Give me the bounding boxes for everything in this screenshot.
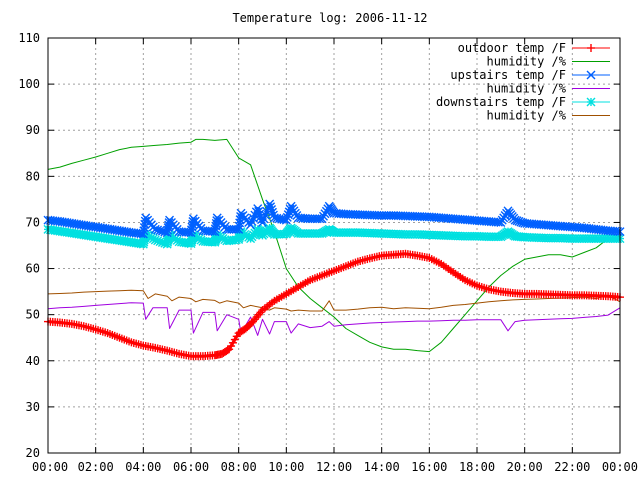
y-tick-label: 50 [26,308,40,322]
legend-item: humidity /% [487,55,610,69]
data-point [164,218,174,228]
plot-frame [47,37,621,454]
x-tick-label: 10:00 [268,460,304,474]
legend-label: outdoor temp /F [458,41,566,55]
series-lines [43,138,625,361]
data-point [283,210,293,220]
y-tick-label: 40 [26,354,40,368]
y-tick-label: 80 [26,169,40,183]
axis-ticks: 20 30 40 50 60 70 80 90 100 110 00:00 02:00 04:00 06:… [18,31,638,474]
y-tick-label: 110 [18,31,40,45]
data-point [319,211,329,221]
series-4 [47,302,621,336]
legend-item: downstairs temp /F [436,95,610,109]
legend-label: humidity /% [487,55,567,69]
x-tick-label: 12:00 [316,460,352,474]
y-tick-label: 70 [26,215,40,229]
legend-label: upstairs temp /F [450,68,566,82]
data-point [254,206,264,216]
x-tick-label: 04:00 [125,460,161,474]
legend-marker [587,44,595,52]
series-2 [47,138,621,353]
data-point [281,215,291,225]
x-tick-label: 00:00 [602,460,638,474]
chart-title: Temperature log: 2006-11-12 [232,11,427,25]
legend-item: humidity /% [487,109,610,123]
legend-marker [586,97,596,107]
x-tick-label: 14:00 [364,460,400,474]
y-tick-label: 20 [26,446,40,460]
x-tick-label: 02:00 [78,460,114,474]
data-point [223,346,232,355]
series-line [47,302,621,336]
legend-item: upstairs temp /F [450,68,610,82]
x-tick-label: 06:00 [173,460,209,474]
data-point [266,202,276,212]
series-3 [43,199,625,239]
y-tick-label: 100 [18,77,40,91]
x-tick-label: 18:00 [459,460,495,474]
series-6 [47,289,621,312]
x-tick-label: 22:00 [554,460,590,474]
legend-label: downstairs temp /F [436,95,566,109]
x-tick-label: 08:00 [221,460,257,474]
y-tick-label: 30 [26,400,40,414]
legend-label: humidity /% [487,82,567,96]
legend-item: humidity /% [487,82,610,96]
legend-label: humidity /% [487,109,567,123]
legend-marker [586,70,596,80]
data-point [317,214,327,224]
grid-lines [48,38,620,453]
legend-item: outdoor temp /F [458,41,610,55]
series-line [47,289,621,312]
series-1 [44,249,624,361]
data-point [267,205,277,215]
y-tick-label: 90 [26,123,40,137]
data-point [265,199,275,209]
series-5 [43,223,625,249]
y-tick-label: 60 [26,262,40,276]
series-line [47,138,621,353]
x-tick-label: 00:00 [32,460,68,474]
x-tick-label: 16:00 [411,460,447,474]
x-tick-label: 20:00 [507,460,543,474]
data-point [253,204,263,214]
